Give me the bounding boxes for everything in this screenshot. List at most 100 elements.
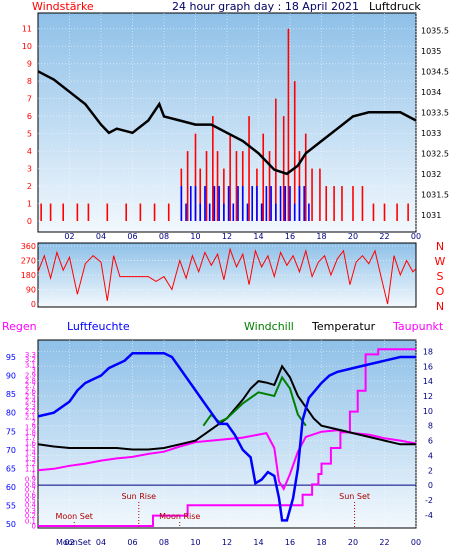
x-tick-label: 16: [285, 232, 295, 241]
pressure-tick-label: 1035.5: [421, 26, 449, 35]
temperature-tick-label: 10: [423, 407, 433, 416]
event-label: Sun Set: [339, 492, 370, 501]
rain-tick-label: 0.7: [25, 486, 36, 494]
temperature-tick-label: 6: [428, 437, 433, 446]
wind-tick-label: 4: [27, 147, 32, 156]
humidity-axis-labels: 50 55 60 65 70 75 80 85 90 95: [6, 353, 16, 529]
wind-direction-line: [37, 247, 417, 305]
temperature-tick-label: -2: [425, 496, 433, 505]
rain-tick-label: 3.1: [25, 361, 36, 369]
x-tick-label: 22: [379, 232, 389, 241]
wind-tick-label: 2: [27, 182, 32, 191]
x-tick-label: 04: [96, 538, 106, 547]
pressure-tick-label: 1033: [421, 129, 441, 138]
x-tick-label: 10: [190, 538, 200, 547]
wind-tick-label: 3: [27, 165, 32, 174]
rain-tick-label: 3: [32, 367, 36, 375]
rain-tick-label: 2.4: [25, 398, 37, 406]
wind-tick-label: 0: [27, 217, 32, 226]
x-tick-label: 20: [348, 232, 358, 241]
x-tick-label: 12: [222, 232, 232, 241]
rain-tick-label: 2.8: [25, 377, 36, 385]
humidity-tick-label: 60: [6, 483, 16, 492]
event-markers: Moon Set Sun Rise Moon Rise Sun Set: [55, 492, 370, 528]
wind-tick-label: 10: [22, 42, 32, 51]
x-tick-label: 08: [159, 538, 169, 547]
rain-tick-label: 1.9: [25, 424, 36, 432]
temperature-axis-labels: -4 -2 0 2 4 6 8 10 12 14 16 18: [423, 347, 433, 519]
rain-tick-label: 1.5: [25, 445, 36, 453]
windstaerke-label: Windstärke: [32, 0, 94, 13]
rain-tick-label: 2.6: [25, 387, 37, 395]
humidity-tick-label: 95: [6, 353, 16, 362]
rain-tick-label: 0.9: [25, 476, 36, 484]
rain-tick-label: 0.6: [25, 491, 37, 499]
x-tick-label: 04: [96, 232, 106, 241]
gust-bars: [180, 186, 310, 221]
rain-tick-label: 1.6: [25, 439, 37, 447]
rain-tick-label: 2.3: [25, 403, 36, 411]
rain-tick-label: 1.4: [25, 450, 37, 458]
pressure-tick-label: 1032.5: [421, 149, 449, 158]
x-tick-label: 06: [127, 232, 137, 241]
x-tick-label: 06: [127, 538, 137, 547]
rain-tick-label: 2.2: [25, 408, 36, 416]
direction-tick-label: 180: [21, 271, 36, 280]
wind-tick-label: 8: [27, 77, 32, 86]
luftdruck-label: Luftdruck: [369, 0, 421, 13]
x-tick-label: 22: [379, 538, 389, 547]
bottom-x-axis-labels: 02 04 06 08 10 12 14 16 18 20 22 00: [64, 538, 421, 547]
wind-axis-labels: 0 1 2 3 4 5 6 7 8 9 10 11: [22, 25, 32, 226]
rain-tick-label: 0.8: [25, 481, 36, 489]
pressure-axis-labels: 1031 1031.5 1032 1032.5 1033 1033.5 1034 1034.5…: [421, 26, 449, 220]
luftfeuchte-label: Luftfeuchte: [67, 320, 130, 333]
rain-tick-label: 2.5: [25, 393, 36, 401]
rain-tick-label: 2.9: [25, 372, 36, 380]
wind-tick-label: 7: [27, 95, 32, 104]
wind-tick-label: 11: [22, 25, 32, 34]
temperature-tick-label: -4: [425, 511, 433, 520]
rain-axis-labels: 00.10.20.30.40.50.60.70.80.911.11.21.31.…: [25, 351, 37, 531]
pressure-tick-label: 1034: [421, 88, 441, 97]
rain-tick-label: 0.3: [25, 507, 36, 515]
pressure-line: [37, 70, 417, 176]
wind-tick-label: 5: [27, 130, 32, 139]
temperature-tick-label: 12: [423, 392, 433, 401]
direction-tick-label: 270: [21, 257, 36, 266]
temperature-tick-label: 4: [428, 451, 433, 460]
regen-label: Regen: [2, 320, 37, 333]
temperature-tick-label: 16: [423, 362, 433, 371]
humidity-tick-label: 65: [6, 464, 16, 473]
x-tick-label: 18: [316, 232, 326, 241]
humidity-tick-label: 70: [6, 446, 16, 455]
humidity-tick-label: 80: [6, 409, 16, 418]
x-tick-label: 00: [411, 232, 421, 241]
rain-tick-label: 3.2: [25, 356, 36, 364]
pressure-tick-label: 1031.5: [421, 190, 449, 199]
humidity-tick-label: 50: [6, 520, 16, 529]
compass-label: N: [436, 300, 444, 313]
pressure-tick-label: 1032: [421, 170, 441, 179]
temperature-tick-label: 2: [428, 466, 433, 475]
compass-label: S: [437, 270, 444, 283]
compass-label: O: [436, 285, 445, 298]
rain-tick-label: 2.1: [25, 413, 36, 421]
wind-tick-label: 6: [27, 112, 32, 121]
humidity-line: [37, 352, 416, 522]
rain-tick-label: 0.2: [25, 512, 36, 520]
wind-tick-label: 1: [27, 200, 32, 209]
direction-grid: [38, 245, 416, 305]
pressure-tick-label: 1031: [421, 211, 441, 220]
x-tick-label: 02: [64, 232, 74, 241]
x-tick-label: 10: [190, 232, 200, 241]
x-tick-label: 14: [253, 232, 263, 241]
rain-tick-label: 1.1: [25, 465, 36, 473]
rain-tick-label: 1.2: [25, 460, 36, 468]
rain-tick-label: 2.7: [25, 382, 36, 390]
windchill-label: Windchill: [244, 320, 294, 333]
rain-tick-label: 3.3: [25, 351, 36, 359]
pressure-tick-label: 1033.5: [421, 108, 449, 117]
rain-tick-label: 2: [32, 419, 36, 427]
rain-tick-label: 1.8: [25, 429, 36, 437]
